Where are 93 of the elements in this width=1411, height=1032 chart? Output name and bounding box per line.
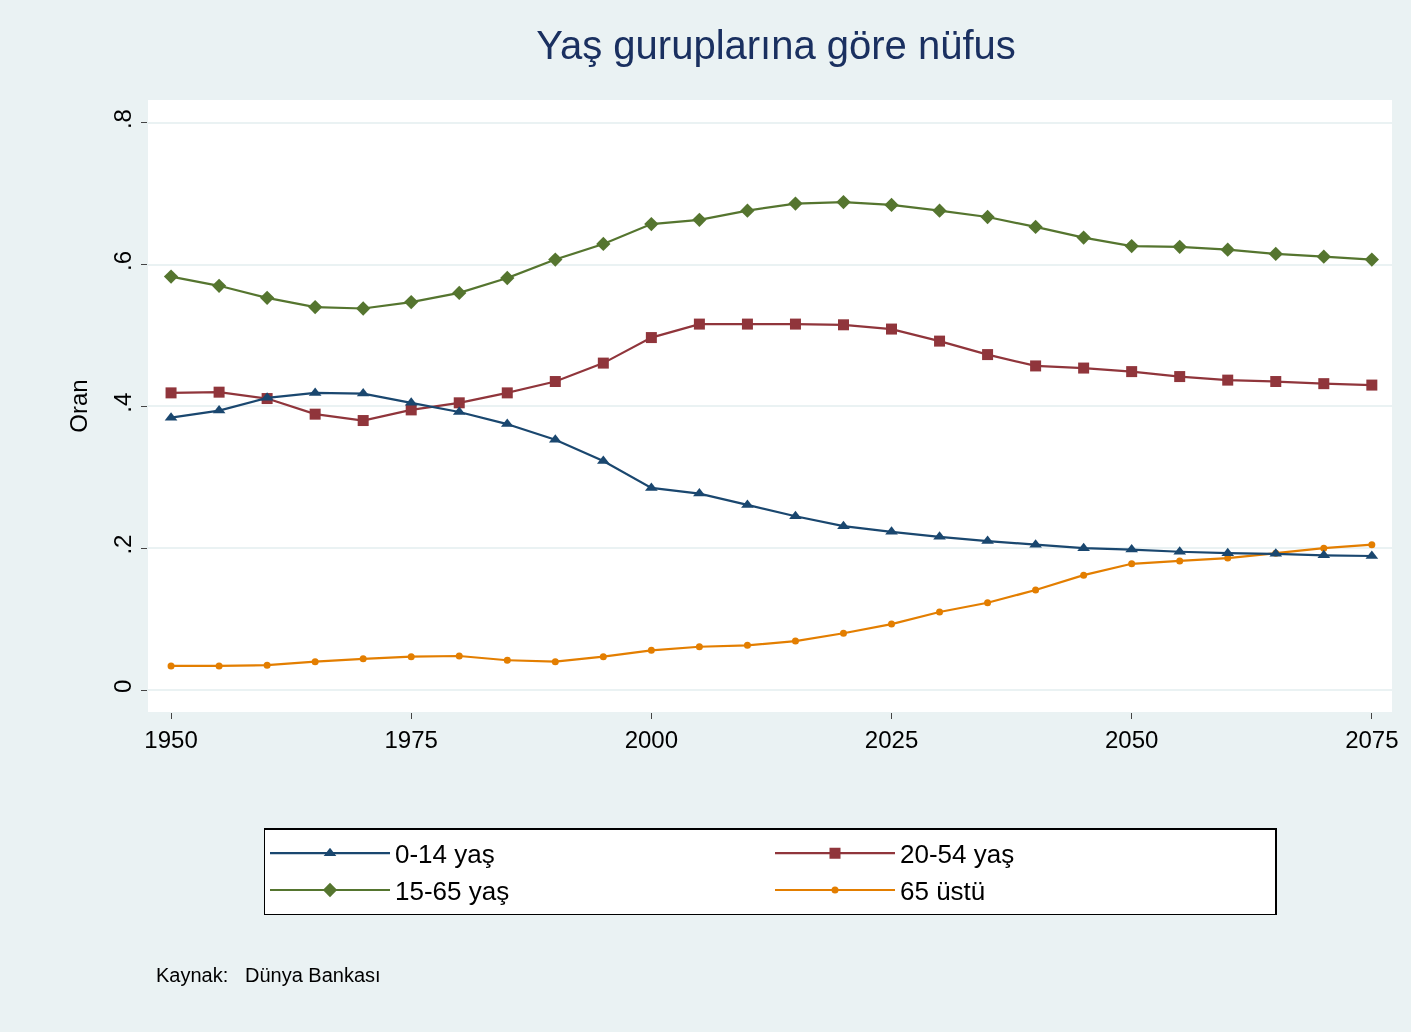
point [1368, 541, 1376, 549]
point [548, 252, 563, 267]
legend-label: 0-14 yaş [395, 839, 495, 870]
point [1317, 549, 1331, 559]
point [165, 387, 177, 399]
point [356, 301, 371, 316]
point [1270, 376, 1282, 388]
point [934, 335, 946, 347]
point [500, 270, 515, 286]
point [215, 662, 223, 670]
point [836, 194, 851, 210]
point [647, 646, 655, 654]
point [789, 318, 801, 330]
point [1126, 366, 1138, 378]
point [788, 196, 803, 211]
point [503, 656, 511, 664]
point [740, 203, 755, 218]
point [596, 236, 611, 252]
y-tick-label: .6 [109, 250, 137, 271]
point [1318, 378, 1330, 390]
point [599, 653, 607, 661]
point [1268, 246, 1283, 262]
point [263, 661, 271, 669]
point [693, 318, 705, 330]
point [932, 203, 947, 218]
point [644, 216, 659, 232]
point [1078, 362, 1090, 374]
point [501, 387, 513, 399]
point [1222, 374, 1234, 386]
point [1032, 586, 1040, 594]
point [452, 285, 467, 301]
point [1028, 219, 1043, 235]
point [884, 197, 899, 213]
point [789, 510, 802, 520]
x-tick-label: 1950 [144, 725, 198, 753]
point [1128, 560, 1136, 568]
point [837, 319, 849, 331]
x-tick-label: 2075 [1345, 725, 1399, 753]
point [1364, 252, 1379, 267]
point [1366, 379, 1378, 391]
point [359, 655, 367, 663]
point [886, 323, 898, 335]
point [404, 294, 419, 310]
legend-label: 15-65 yaş [395, 876, 510, 907]
point [982, 349, 994, 361]
point [1172, 239, 1187, 254]
point [695, 643, 703, 651]
point [645, 332, 657, 344]
y-tick-label: .4 [109, 392, 137, 413]
point [791, 637, 799, 645]
point [357, 415, 369, 427]
point [1176, 557, 1184, 565]
point [211, 278, 227, 293]
y-tick-label: 0 [109, 679, 137, 694]
point [1316, 249, 1331, 264]
point [1124, 238, 1139, 254]
point [213, 386, 225, 398]
point [743, 641, 751, 649]
point [597, 357, 609, 369]
point [980, 209, 995, 225]
point [259, 290, 275, 305]
point [163, 269, 179, 284]
point [1080, 571, 1088, 579]
x-tick-label: 1975 [384, 725, 438, 753]
point [311, 658, 319, 666]
x-tick-label: 2050 [1104, 725, 1159, 753]
point [1220, 242, 1235, 257]
chart-title: Yaş guruplarına göre nüfus [536, 22, 1016, 67]
point [167, 662, 175, 670]
point [839, 629, 847, 637]
point [308, 299, 323, 315]
point [936, 608, 944, 616]
point [1030, 360, 1042, 372]
point [984, 599, 992, 607]
legend-label: 20-54 yaş [900, 839, 1015, 870]
point [692, 212, 707, 227]
x-tick-label: 2025 [864, 725, 919, 753]
point [741, 318, 753, 330]
y-axis-title: Oran [64, 379, 92, 433]
y-tick-label: .8 [109, 109, 137, 130]
point [549, 376, 561, 388]
legend-label: 65 üstü [900, 876, 986, 907]
point [455, 652, 463, 660]
point [453, 397, 465, 409]
point [1174, 371, 1186, 383]
point [309, 408, 321, 420]
x-tick-label: 2000 [624, 725, 679, 753]
text: Kaynak: Dünya Bankası [156, 964, 381, 986]
point [888, 620, 896, 628]
point [551, 658, 559, 666]
y-tick-label: .2 [109, 534, 137, 555]
point [407, 653, 415, 661]
point [1076, 230, 1091, 245]
